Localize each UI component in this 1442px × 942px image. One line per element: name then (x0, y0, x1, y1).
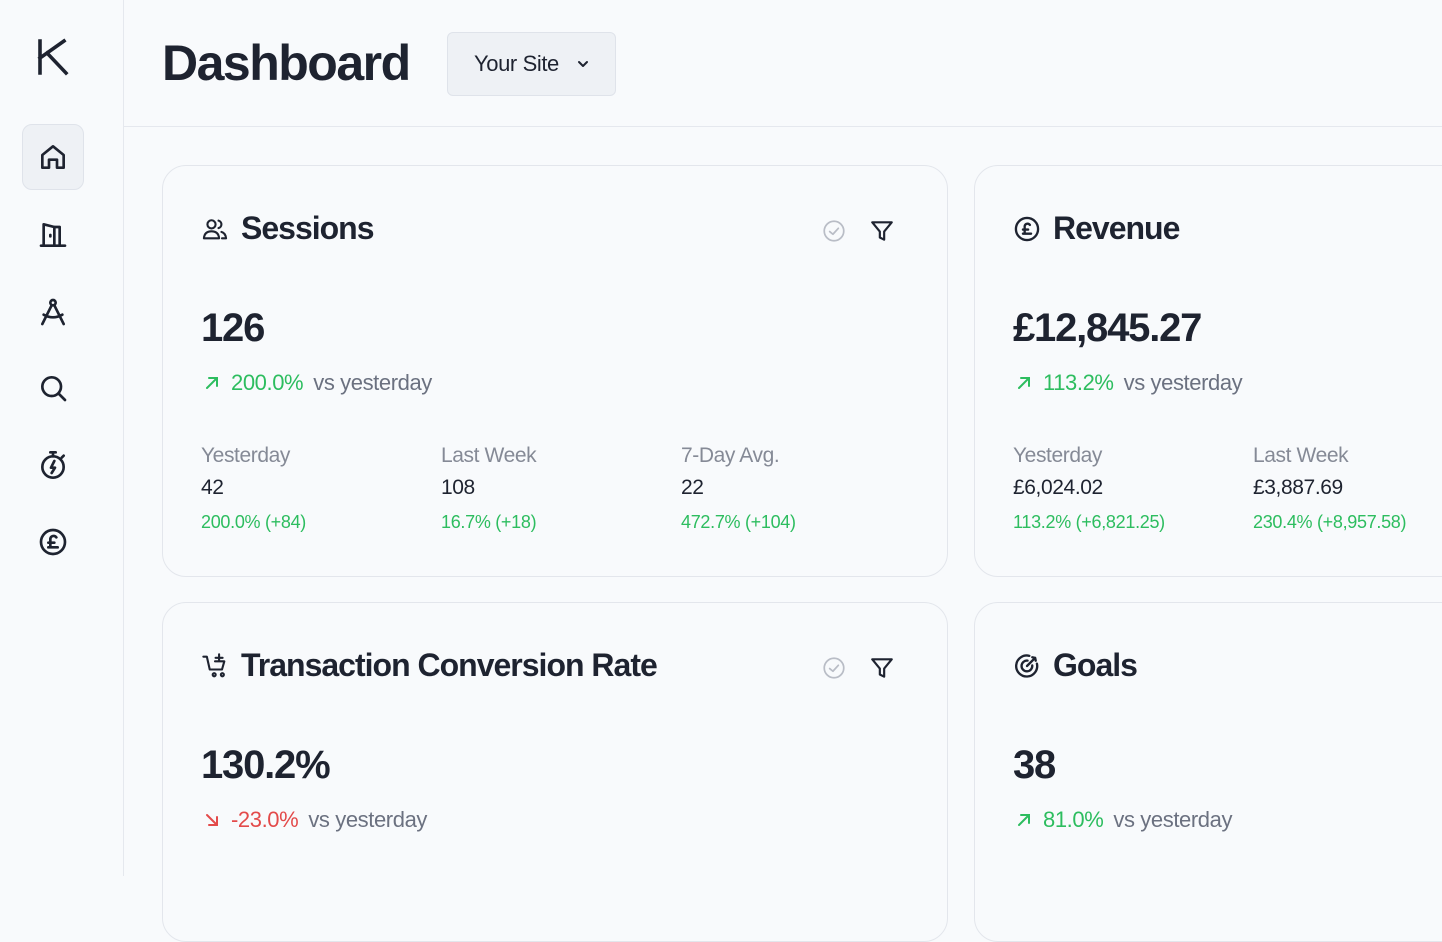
delta-suffix: vs yesterday (1113, 807, 1233, 832)
revenue-card: Revenue £12,845.27 113.2% vs yesterday Y… (974, 165, 1442, 577)
stat-yesterday: Yesterday £6,024.02 113.2% (+6,821.25) (1013, 444, 1253, 533)
card-title-text: Sessions (241, 210, 375, 246)
stat-seven-day-avg: 7-Day Avg. 22 472.7% (+104) (681, 444, 921, 533)
check-circle-icon[interactable] (821, 218, 847, 244)
stat-last-week: Last Week £3,887.69 230.4% (+8,957.58) (1253, 444, 1442, 533)
stat-label: Last Week (441, 444, 537, 467)
delta-percent: 113.2% (1043, 370, 1114, 395)
door-icon (39, 223, 67, 247)
stat-label: Yesterday (1013, 444, 1103, 467)
card-actions (821, 218, 895, 244)
sessions-delta: 200.0% vs yesterday (203, 370, 432, 396)
site-select-value: Your Site (474, 51, 559, 76)
stat-label: 7-Day Avg. (681, 444, 780, 467)
check-circle-icon[interactable] (821, 655, 847, 681)
logo-k-icon (37, 38, 69, 76)
delta-percent: 81.0% (1043, 807, 1104, 832)
filter-icon[interactable] (869, 218, 895, 244)
conversion-card: Transaction Conversion Rate 130.2% -23.0… (162, 602, 948, 942)
sidebar-item-design[interactable] (22, 279, 84, 345)
stat-delta: 472.7% (+104) (681, 512, 796, 532)
stat-last-week: Last Week 108 16.7% (+18) (441, 444, 681, 533)
sidebar-item-pound[interactable] (22, 509, 84, 575)
conversion-delta: -23.0% vs yesterday (203, 807, 427, 833)
stat-delta: 200.0% (+84) (201, 512, 306, 532)
stat-value: 108 (441, 476, 475, 499)
revenue-value: £12,845.27 (1013, 306, 1202, 350)
revenue-stats: Yesterday £6,024.02 113.2% (+6,821.25) L… (1013, 444, 1442, 533)
sidebar-item-home[interactable] (22, 124, 84, 190)
filter-icon[interactable] (869, 655, 895, 681)
compass-icon (41, 298, 65, 326)
sessions-stats: Yesterday 42 200.0% (+84) Last Week 108 … (201, 444, 921, 533)
card-title-text: Goals (1053, 647, 1138, 683)
logo[interactable] (36, 38, 70, 76)
stat-label: Last Week (1253, 444, 1349, 467)
stat-yesterday: Yesterday 42 200.0% (+84) (201, 444, 441, 533)
card-title-text: Revenue (1053, 210, 1180, 246)
users-icon (202, 218, 228, 239)
stat-delta: 113.2% (+6,821.25) (1013, 512, 1165, 532)
delta-percent: 200.0% (231, 370, 304, 395)
arrow-up-right-icon (1018, 814, 1030, 826)
sidebar-item-search[interactable] (22, 355, 84, 421)
goals-card: Goals 38 81.0% vs yesterday (974, 602, 1442, 942)
pound-icon (39, 528, 67, 556)
arrow-down-right-icon (206, 814, 218, 826)
delta-suffix: vs yesterday (1123, 370, 1243, 395)
card-title: Sessions (201, 210, 375, 247)
arrow-up-right-icon (1018, 377, 1030, 389)
search-icon (41, 376, 67, 402)
chevron-down-icon (577, 61, 588, 67)
stat-label: Yesterday (201, 444, 291, 467)
page-title: Dashboard (162, 35, 411, 91)
delta-percent: -23.0% (231, 807, 299, 832)
delta-suffix: vs yesterday (313, 370, 432, 395)
stat-value: £6,024.02 (1013, 476, 1103, 499)
stat-value: £3,887.69 (1253, 476, 1343, 499)
stopwatch-icon (41, 451, 65, 479)
card-title: Goals (1013, 647, 1138, 684)
sessions-value: 126 (201, 306, 265, 350)
arrow-up-right-icon (206, 377, 218, 389)
pound-circle-icon (1014, 216, 1040, 241)
sidebar (0, 0, 124, 876)
conversion-value: 130.2% (201, 743, 331, 787)
stat-delta: 230.4% (+8,957.58) (1253, 512, 1407, 532)
stat-value: 22 (681, 476, 704, 499)
target-icon (1015, 653, 1039, 678)
delta-suffix: vs yesterday (308, 807, 428, 832)
card-actions (821, 655, 895, 681)
sessions-card: Sessions 126 200.0% vs yesterday Yesterd… (162, 165, 948, 577)
card-title: Revenue (1013, 210, 1180, 247)
site-select[interactable]: Your Site (447, 32, 616, 96)
sidebar-item-exit[interactable] (22, 202, 84, 268)
goals-delta: 81.0% vs yesterday (1015, 807, 1232, 833)
cart-plus-icon (202, 652, 226, 677)
stat-delta: 16.7% (+18) (441, 512, 537, 532)
header: Dashboard Your Site (124, 0, 1442, 127)
goals-value: 38 (1013, 743, 1056, 787)
revenue-delta: 113.2% vs yesterday (1015, 370, 1243, 396)
card-title: Transaction Conversion Rate (201, 647, 658, 684)
home-icon (41, 145, 65, 169)
card-title-text: Transaction Conversion Rate (241, 647, 658, 683)
stat-value: 42 (201, 476, 224, 499)
sidebar-item-timer[interactable] (22, 432, 84, 498)
